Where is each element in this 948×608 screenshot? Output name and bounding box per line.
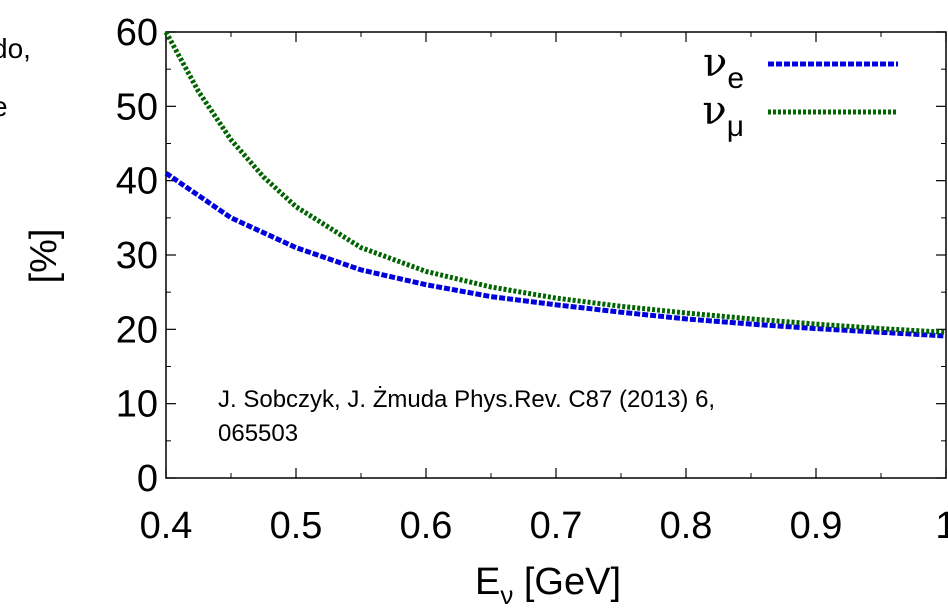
y-tick-label: 10 (116, 384, 158, 426)
citation-line-1: J. Sobczyk, J. Żmuda Phys.Rev. C87 (2013… (218, 386, 715, 413)
clipped-left-text-group: do, e (0, 33, 31, 122)
x-tick-label: 0.4 (140, 505, 193, 547)
x-tick-label: 0.5 (270, 505, 323, 547)
legend-label-μ: νμ (702, 88, 744, 143)
x-tick-label: 1 (935, 505, 948, 547)
y-tick-label: 20 (116, 309, 158, 351)
clipped-text-line-1: do, (0, 33, 31, 64)
y-tick-label: 40 (116, 161, 158, 203)
series-line-μ (163, 30, 947, 335)
x-axis-title-main: E (475, 561, 500, 603)
axis-ticks: 0 10 20 30 40 50 60 0.4 0.5 0.6 0.7 0.8 0.9 1 (116, 12, 948, 547)
y-tick-label: 30 (116, 235, 158, 277)
x-axis-title-sub: ν (500, 580, 513, 608)
x-tick-label: 0.7 (530, 505, 583, 547)
y-axis-title: [%] (23, 229, 65, 284)
x-tick-label: 0.8 (660, 505, 713, 547)
citation-line-2: 065503 (218, 420, 298, 447)
x-tick-label: 0.6 (400, 505, 453, 547)
legend-label-e: νe (703, 40, 744, 95)
x-axis-title: Eν [GeV] (475, 561, 621, 608)
y-tick-label: 50 (116, 86, 158, 128)
y-tick-label: 0 (137, 458, 158, 500)
series-line-e (164, 171, 947, 339)
y-tick-label: 60 (116, 12, 158, 54)
x-tick-label: 0.9 (790, 505, 843, 547)
citation-annotation: J. Sobczyk, J. Żmuda Phys.Rev. C87 (2013… (218, 386, 715, 447)
series-group (163, 30, 947, 339)
x-axis-title-unit: [GeV] (513, 561, 621, 603)
clipped-text-line-2: e (0, 91, 8, 122)
